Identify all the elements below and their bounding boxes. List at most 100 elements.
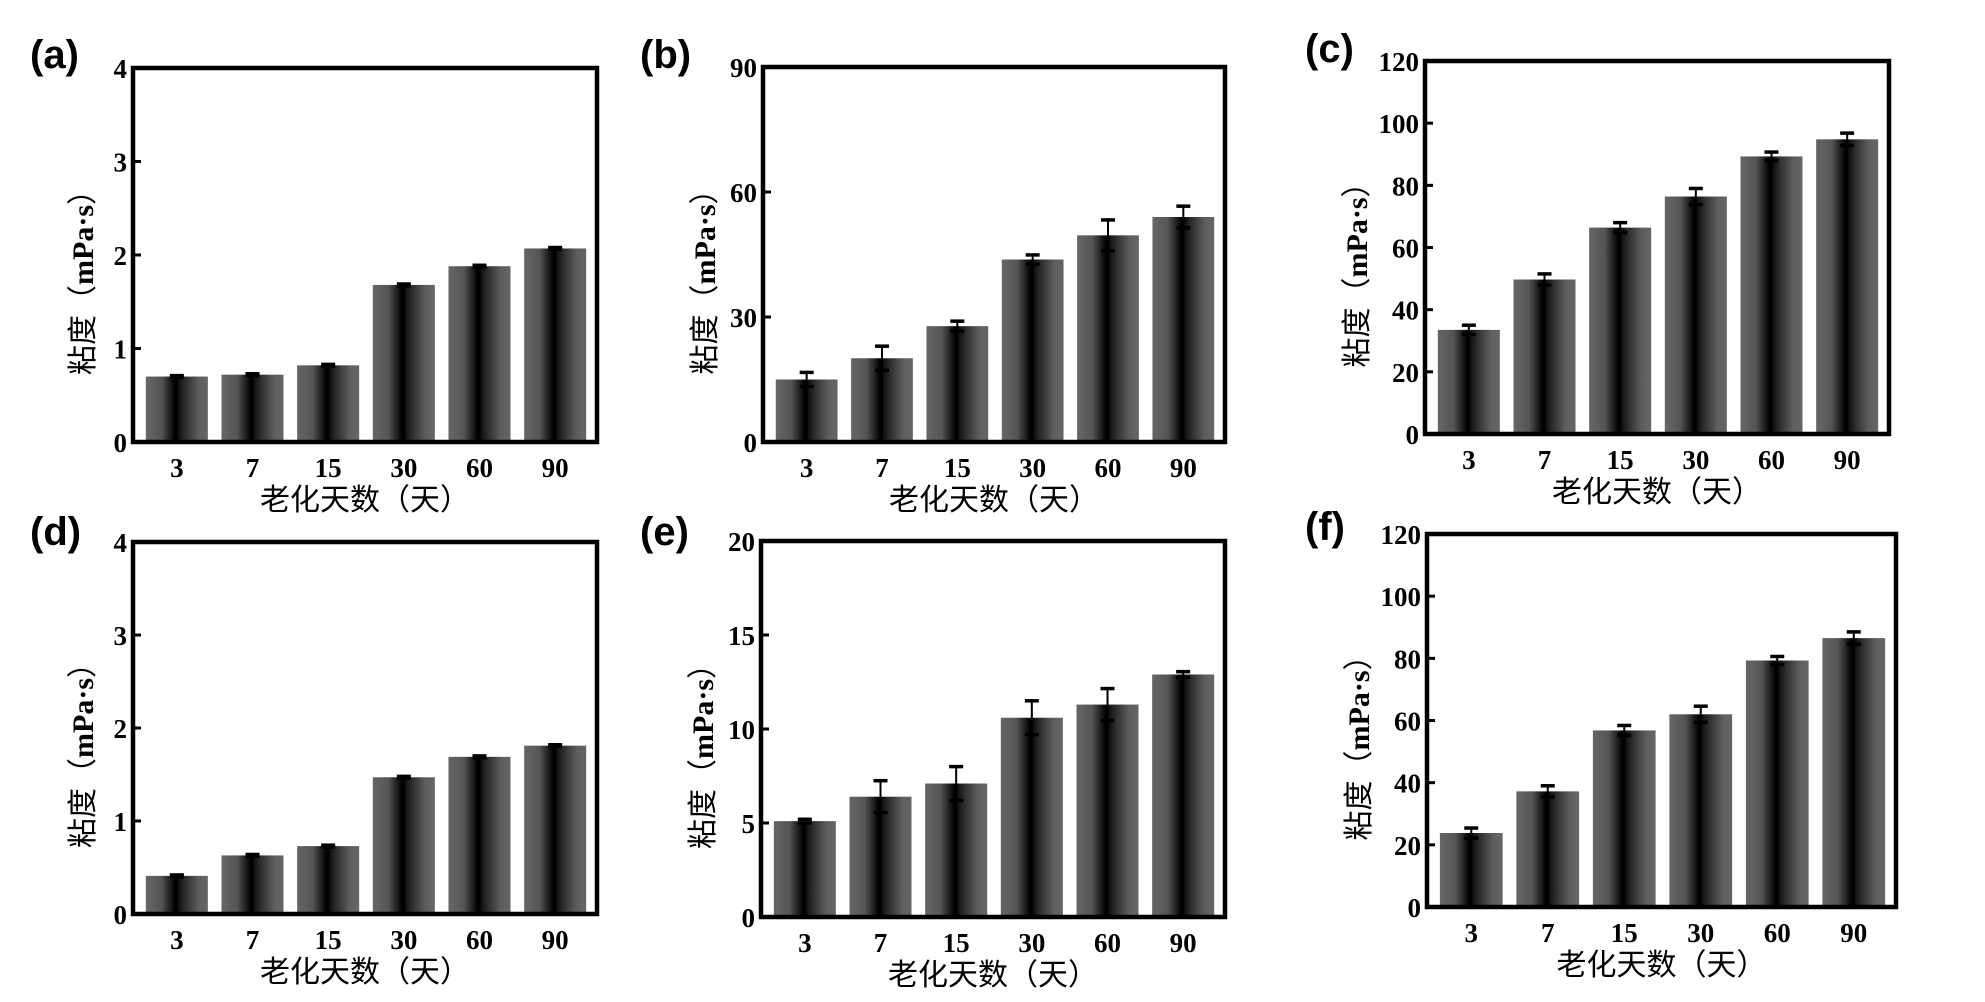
chart-panel-c: (c) 3 7 15 30 60 90 0 20 40 60 80 100 120 老化天数（天） 粘度（mP… (1305, 27, 1892, 510)
y-tick-label: 2 (114, 241, 128, 271)
y-tick-label: 0 (744, 428, 758, 458)
y-tick-label: 10 (728, 715, 755, 745)
x-tick-label: 3 (1465, 918, 1479, 948)
y-tick-label: 4 (114, 528, 128, 558)
y-axis-title-cn: 粘度（ (1342, 751, 1377, 841)
y-axis-title-unit: mPa·s (67, 678, 100, 758)
y-tick-label: 0 (114, 428, 128, 458)
x-tick-label: 60 (1764, 918, 1791, 948)
x-tick-label: 7 (246, 453, 260, 483)
x-tick-label: 60 (1095, 453, 1122, 483)
x-tick-label: 30 (1682, 445, 1709, 475)
x-tick-label: 15 (1607, 445, 1634, 475)
x-axis-title: 老化天数（天） (1557, 948, 1767, 983)
x-tick-label: 3 (170, 453, 184, 483)
x-axis-title: 老化天数（天） (1552, 475, 1762, 510)
y-axis-title-close: ） (686, 649, 721, 679)
y-axis-title: 粘度（mPa·s） (688, 175, 723, 375)
x-tick-label: 7 (1538, 445, 1552, 475)
x-tick-label: 90 (1170, 453, 1197, 483)
y-tick-label: 120 (1379, 47, 1420, 77)
y-tick-label: 100 (1381, 582, 1422, 612)
y-axis-title-unit: mPa·s (1341, 198, 1374, 278)
y-tick-label: 15 (728, 621, 755, 651)
chart-panel-d: (d) 3 7 15 30 60 90 0 1 2 3 4 老化天数（天） 粘度（mPa·s） (30, 510, 600, 990)
y-tick-label: 20 (728, 527, 755, 557)
y-tick-label: 60 (730, 178, 757, 208)
y-axis-title-close: ） (1340, 168, 1375, 198)
x-tick-label: 15 (315, 925, 342, 955)
y-tick-label: 60 (1392, 234, 1419, 264)
y-axis-title-close: ） (66, 175, 101, 205)
x-tick-label: 60 (466, 925, 493, 955)
y-axis-title: 粘度（mPa·s） (66, 175, 101, 375)
y-axis-title: 粘度（mPa·s） (686, 649, 721, 849)
y-axis-title-cn: 粘度（ (1340, 278, 1375, 368)
y-tick-label: 30 (730, 303, 757, 333)
x-tick-label: 3 (800, 453, 814, 483)
y-tick-label: 100 (1379, 109, 1420, 139)
y-tick-label: 60 (1394, 707, 1421, 737)
y-tick-label: 20 (1392, 358, 1419, 388)
x-tick-label: 90 (542, 453, 569, 483)
x-tick-label: 90 (1834, 445, 1861, 475)
x-tick-label: 3 (798, 928, 812, 958)
x-axis-title: 老化天数（天） (260, 955, 470, 990)
chart-panel-e: (e) 3 7 15 30 60 90 0 5 10 15 20 老化天数（天） 粘度（mPa·s） (640, 510, 1228, 993)
y-tick-label: 0 (114, 900, 128, 930)
y-tick-label: 2 (114, 714, 128, 744)
x-tick-label: 7 (1541, 918, 1555, 948)
panel-label: (b) (640, 33, 691, 77)
x-tick-label: 15 (1611, 918, 1638, 948)
y-tick-label: 1 (114, 335, 128, 365)
y-tick-label: 80 (1392, 171, 1419, 201)
y-axis-title-cn: 粘度（ (66, 758, 101, 848)
y-tick-label: 4 (114, 54, 128, 84)
y-tick-label: 40 (1392, 296, 1419, 326)
y-axis-title: 粘度（mPa·s） (1342, 641, 1377, 841)
y-axis-title-cn: 粘度（ (686, 759, 721, 849)
y-axis-title-close: ） (688, 175, 723, 205)
y-tick-label: 5 (742, 809, 756, 839)
x-axis-title: 老化天数（天） (260, 483, 470, 518)
panel-label: (f) (1305, 505, 1345, 549)
x-tick-label: 30 (390, 453, 417, 483)
y-tick-label: 40 (1394, 769, 1421, 799)
chart-panel-a: (a) 3 7 15 30 60 90 0 1 2 3 4 老化天数（天） 粘度（mPa·s） (30, 33, 600, 518)
chart-panel-f: (f) 3 7 15 30 60 90 0 20 40 60 80 100 120 老化天数（天） 粘度（mP… (1305, 505, 1899, 983)
y-tick-label: 0 (1408, 893, 1422, 923)
y-axis-title-close: ） (66, 648, 101, 678)
x-tick-label: 7 (246, 925, 260, 955)
y-axis-title-cn: 粘度（ (688, 285, 723, 375)
y-axis-title-unit: mPa·s (1343, 671, 1376, 751)
panel-label: (a) (30, 33, 79, 77)
x-tick-label: 30 (1018, 928, 1045, 958)
y-tick-label: 120 (1381, 520, 1422, 550)
x-tick-label: 60 (466, 453, 493, 483)
y-axis-title-unit: mPa·s (687, 679, 720, 759)
x-tick-label: 15 (315, 453, 342, 483)
panel-label: (c) (1305, 27, 1354, 71)
x-tick-label: 30 (1687, 918, 1714, 948)
x-tick-label: 3 (170, 925, 184, 955)
y-tick-label: 1 (114, 807, 128, 837)
y-tick-label: 0 (1406, 420, 1420, 450)
y-tick-label: 80 (1394, 644, 1421, 674)
x-axis-title: 老化天数（天） (888, 958, 1098, 993)
y-tick-label: 90 (730, 53, 757, 83)
y-axis-title: 粘度（mPa·s） (66, 648, 101, 848)
y-axis-title-cn: 粘度（ (66, 285, 101, 375)
x-tick-label: 90 (1840, 918, 1867, 948)
y-tick-label: 3 (114, 621, 128, 651)
plot-frame (760, 64, 1228, 445)
panel-label: (d) (30, 510, 81, 554)
y-tick-label: 0 (742, 903, 756, 933)
panel-label: (e) (640, 510, 689, 554)
x-tick-label: 7 (875, 453, 889, 483)
y-tick-label: 3 (114, 148, 128, 178)
y-axis-title-unit: mPa·s (689, 205, 722, 285)
y-tick-label: 20 (1394, 831, 1421, 861)
x-tick-label: 30 (390, 925, 417, 955)
x-tick-label: 60 (1094, 928, 1121, 958)
